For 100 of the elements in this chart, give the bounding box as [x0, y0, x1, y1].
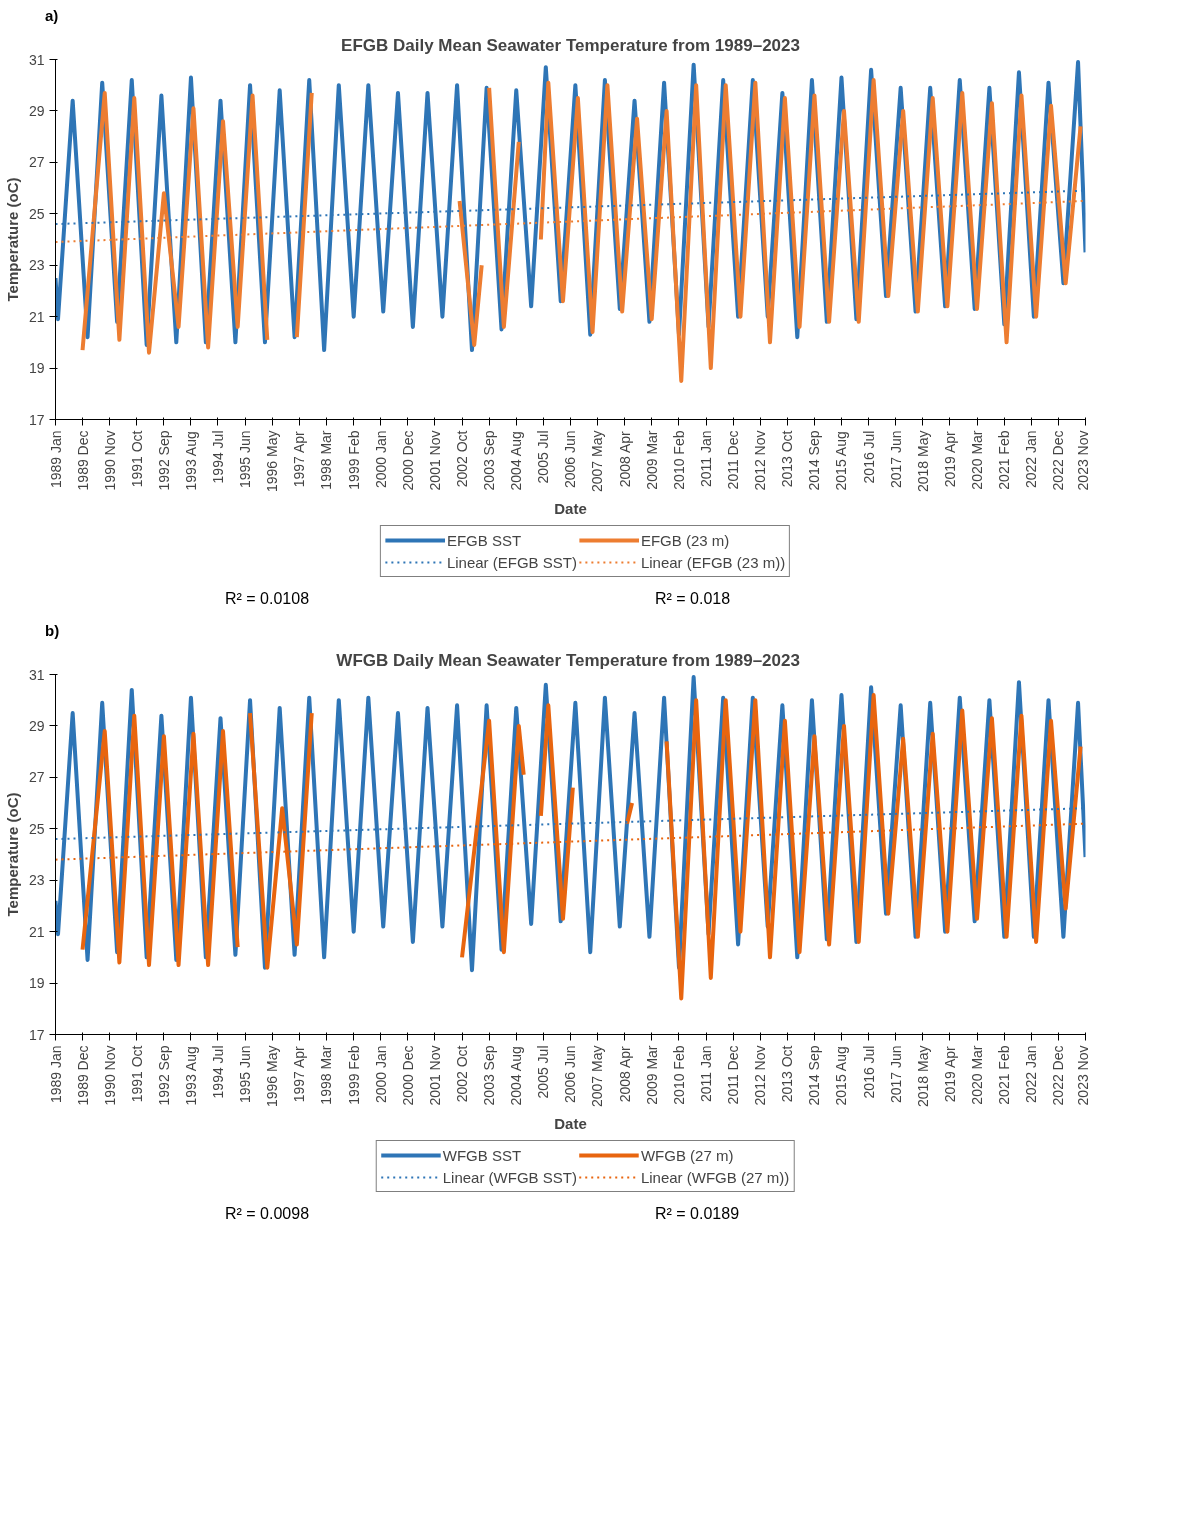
text: R² = 0.0108 — [225, 589, 310, 609]
x-tick-label: 2000 Jan — [372, 430, 389, 489]
y-axis-title: Temperature (oC) — [3, 177, 21, 302]
x-tick-label: 2007 May — [589, 1045, 606, 1107]
x-tick-label: 2017 Jun — [887, 430, 904, 489]
x-tick-label: 2019 Apr — [941, 430, 958, 488]
y-tick-label: 31 — [28, 666, 45, 683]
x-tick-label: 1994 Jul — [209, 430, 226, 484]
chart-title: WFGB Daily Mean Seawater Temperature from 1989–2023 — [336, 650, 800, 670]
x-tick-label: 2001 Nov — [426, 430, 443, 491]
x-tick-label: 2014 Sep — [806, 430, 823, 491]
x-tick-label: 1991 Oct — [128, 1045, 145, 1103]
x-tick-label: 2011 Jan — [698, 1045, 715, 1103]
x-tick-label: 2009 Mar — [643, 430, 660, 490]
x-axis-title: Date — [554, 1114, 587, 1132]
legend-label: Linear (EFGB SST) — [446, 553, 577, 571]
x-tick-label: 2019 Apr — [941, 1045, 958, 1103]
x-tick-label: 1999 Feb — [345, 430, 362, 490]
x-tick-label: 2022 Jan — [1023, 1045, 1040, 1104]
y-tick-label: 25 — [28, 820, 45, 837]
y-axis-title: Temperature (oC) — [3, 792, 21, 917]
x-tick-label: 2012 Nov — [752, 1045, 769, 1106]
legend-label: Linear (EFGB (23 m)) — [640, 553, 786, 571]
y-tick-label: 31 — [28, 51, 45, 68]
text: R² = 0.018 — [655, 589, 731, 609]
x-tick-label: 2010 Feb — [670, 1045, 687, 1105]
x-tick-label: 1993 Aug — [182, 1046, 199, 1106]
y-tick-label: 27 — [28, 154, 45, 171]
x-tick-label: 2007 May — [589, 430, 606, 492]
x-tick-label: 1999 Feb — [345, 1045, 362, 1105]
legend-label: Linear (WFGB SST) — [442, 1168, 577, 1186]
x-tick-label: 2020 Mar — [969, 430, 986, 490]
y-tick-label: 29 — [28, 717, 45, 734]
y-tick-label: 19 — [28, 360, 45, 377]
x-tick-label: 2011 Jan — [698, 430, 715, 488]
x-tick-label: 2011 Dec — [725, 1045, 742, 1105]
x-tick-label: 2009 Mar — [643, 1045, 660, 1105]
x-tick-label: 1997 Apr — [291, 1045, 308, 1103]
legend-label: WFGB SST — [442, 1146, 522, 1164]
x-tick-label: 2004 Aug — [508, 431, 525, 491]
x-tick-label: 2018 May — [914, 430, 931, 492]
x-tick-label: 2014 Sep — [806, 1045, 823, 1106]
y-tick-label: 29 — [28, 102, 45, 119]
x-tick-label: 2002 Oct — [454, 1045, 471, 1103]
x-tick-label: 2000 Dec — [399, 1045, 416, 1106]
x-tick-label: 2004 Aug — [508, 1046, 525, 1106]
x-tick-label: 2021 Feb — [996, 430, 1013, 490]
x-tick-label: 1992 Sep — [155, 430, 172, 491]
y-tick-label: 21 — [28, 923, 45, 940]
legend-label: Linear (WFGB (27 m)) — [640, 1168, 790, 1186]
x-tick-label: 2011 Dec — [725, 430, 742, 490]
legend-label: EFGB SST — [446, 531, 522, 549]
x-tick-label: 1993 Aug — [182, 431, 199, 491]
x-tick-label: 1995 Jun — [237, 1045, 254, 1104]
x-tick-label: 1989 Jan — [47, 1045, 64, 1104]
x-tick-label: 2012 Nov — [752, 430, 769, 491]
x-tick-label: 2013 Oct — [779, 1045, 796, 1103]
x-tick-label: 1989 Dec — [74, 430, 91, 491]
x-tick-label: 2023 Nov — [1074, 430, 1091, 491]
x-tick-label: 2010 Feb — [670, 430, 687, 490]
x-tick-label: 2022 Dec — [1050, 430, 1067, 491]
x-tick-label: 2006 Jun — [562, 430, 579, 489]
y-tick-label: 27 — [28, 769, 45, 786]
text: a) — [45, 6, 59, 26]
x-tick-label: 2000 Jan — [372, 1045, 389, 1104]
x-tick-label: 1997 Apr — [291, 430, 308, 488]
legend-label: EFGB (23 m) — [640, 531, 730, 549]
x-tick-label: 2000 Dec — [399, 430, 416, 491]
x-tick-label: 1989 Jan — [47, 430, 64, 489]
x-tick-label: 2022 Jan — [1023, 430, 1040, 489]
x-tick-label: 1990 Nov — [101, 1045, 118, 1106]
y-tick-label: 17 — [28, 411, 45, 428]
legend-label: WFGB (27 m) — [640, 1146, 734, 1164]
x-tick-label: 2020 Mar — [969, 1045, 986, 1105]
x-tick-label: 2021 Feb — [996, 1045, 1013, 1105]
x-tick-label: 1991 Oct — [128, 430, 145, 488]
x-tick-label: 2005 Jul — [535, 430, 552, 484]
text: R² = 0.0189 — [655, 1204, 740, 1224]
text: R² = 0.0098 — [225, 1204, 310, 1224]
y-tick-label: 23 — [28, 872, 45, 889]
x-tick-label: 1990 Nov — [101, 430, 118, 491]
x-tick-label: 2008 Apr — [616, 430, 633, 488]
x-tick-label: 1989 Dec — [74, 1045, 91, 1106]
x-tick-label: 2003 Sep — [481, 1045, 498, 1106]
x-tick-label: 2005 Jul — [535, 1045, 552, 1099]
x-tick-label: 2003 Sep — [481, 430, 498, 491]
x-axis-title: Date — [554, 499, 587, 517]
x-tick-label: 1996 May — [264, 430, 281, 492]
x-tick-label: 1996 May — [264, 1045, 281, 1107]
x-tick-label: 1998 Mar — [318, 430, 335, 490]
x-tick-label: 2002 Oct — [454, 430, 471, 488]
chart-title: EFGB Daily Mean Seawater Temperature from 1989–2023 — [341, 35, 800, 55]
y-tick-label: 23 — [28, 257, 45, 274]
x-tick-label: 1994 Jul — [209, 1045, 226, 1099]
x-tick-label: 2016 Jul — [860, 430, 877, 484]
y-tick-label: 25 — [28, 205, 45, 222]
x-tick-label: 1992 Sep — [155, 1045, 172, 1106]
text: b) — [45, 621, 60, 641]
x-tick-label: 2008 Apr — [616, 1045, 633, 1103]
x-tick-label: 2015 Aug — [833, 431, 850, 491]
